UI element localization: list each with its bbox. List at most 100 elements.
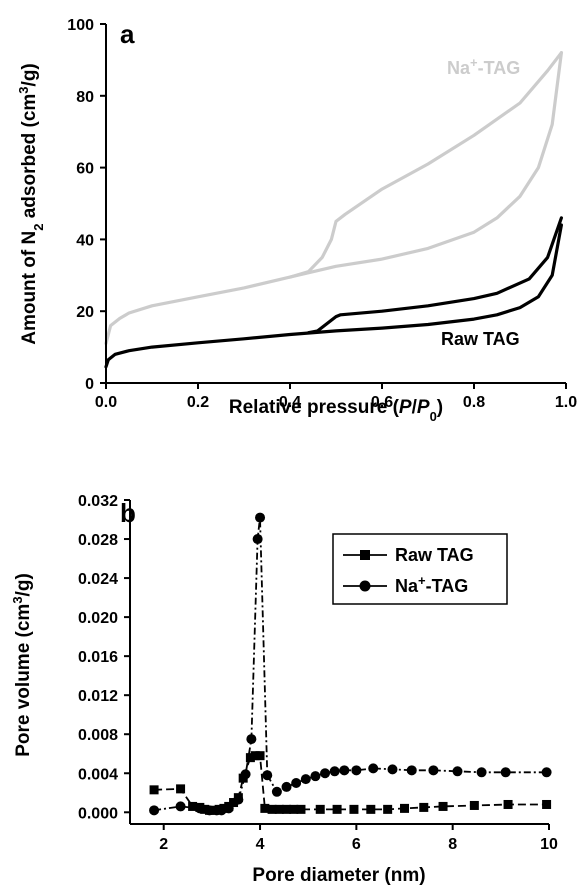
data-point-raw-tag xyxy=(267,804,277,814)
data-point-na-tag xyxy=(387,764,398,775)
isotherm-x-axis-title: Relative pressure (P/P0) xyxy=(229,397,443,424)
data-point-raw-tag xyxy=(315,804,325,814)
data-point-na-tag xyxy=(452,766,463,777)
series-line-raw-tag-desorption xyxy=(306,216,564,335)
data-point-raw-tag xyxy=(229,798,239,808)
data-point-na-tag xyxy=(476,767,487,778)
data-point-raw-tag xyxy=(188,801,198,811)
panel-label-a: a xyxy=(120,19,135,49)
series-line-na-tag-adsorption xyxy=(104,51,564,346)
data-point-na-tag xyxy=(291,778,302,789)
data-point-na-tag xyxy=(300,774,311,785)
data-point-na-tag xyxy=(262,770,273,781)
isotherm-y-axis-title: Amount of N2 adsorbed (cm3/g) xyxy=(16,63,46,345)
data-point-raw-tag xyxy=(260,803,270,813)
data-point-raw-tag xyxy=(289,804,299,814)
text-part: + xyxy=(418,573,426,588)
y-tick-label: 0.032 xyxy=(78,493,118,510)
data-point-na-tag xyxy=(271,786,282,797)
data-point-raw-tag xyxy=(503,799,513,809)
y-tick-label: 0.008 xyxy=(78,727,118,744)
x-tick-label: 6 xyxy=(352,836,361,853)
data-point-raw-tag xyxy=(383,804,393,814)
pore-y-ticks: 0.000 0.004 0.008 0.012 0.016 0.020 0.024 0.028… xyxy=(78,493,130,822)
y-tick-label: 0.016 xyxy=(78,649,118,666)
y-tick-label: 80 xyxy=(76,89,94,106)
x-tick-label: 0.8 xyxy=(463,394,485,411)
y-tick-label: 0.020 xyxy=(78,610,118,627)
data-point-na-tag xyxy=(149,805,160,816)
data-point-na-tag xyxy=(194,803,205,814)
data-point-na-tag xyxy=(541,767,552,778)
data-point-na-tag xyxy=(281,781,292,792)
text-part: Pore volume (cm xyxy=(13,604,34,757)
text-part: /g) xyxy=(19,63,40,86)
text-part: 0 xyxy=(430,409,437,424)
pore-distribution-chart: 2 4 6 8 10 0.0000.0040.0080.0120.0160.0200.0… xyxy=(10,493,559,886)
data-point-na-tag xyxy=(368,763,379,774)
y-tick-label: 20 xyxy=(76,304,94,321)
text-part: Na xyxy=(395,576,419,596)
series-label-na-tag: Na+-TAG xyxy=(447,55,520,79)
data-point-na-tag xyxy=(339,765,350,776)
text-part: /g) xyxy=(13,573,34,596)
text-part: -TAG xyxy=(478,58,521,78)
y-tick-label: 0.000 xyxy=(78,805,118,822)
data-point-raw-tag xyxy=(400,803,410,813)
data-point-na-tag xyxy=(329,766,340,777)
text-part: / xyxy=(412,397,418,418)
x-tick-label: 10 xyxy=(540,836,558,853)
legend-label-raw-tag: Raw TAG xyxy=(395,545,474,565)
data-point-raw-tag xyxy=(349,804,359,814)
text-part: P xyxy=(417,397,430,418)
y-tick-label: 0.028 xyxy=(78,532,118,549)
pore-x-ticks: 2 4 6 8 10 xyxy=(159,824,558,853)
data-point-raw-tag xyxy=(250,751,260,761)
legend-box xyxy=(332,533,508,605)
data-point-raw-tag xyxy=(245,753,255,763)
data-point-raw-tag xyxy=(296,804,306,814)
data-point-na-tag xyxy=(246,734,257,745)
data-point-raw-tag xyxy=(176,784,186,794)
pore-y-axis-title: Pore volume (cm3/g) xyxy=(10,573,35,757)
data-point-na-tag xyxy=(233,794,244,805)
legend: Raw TAG Na+-TAG xyxy=(332,533,508,605)
text-part: adsorbed (cm xyxy=(19,94,40,224)
series-line-raw-tag-adsorption xyxy=(104,223,564,369)
text-part: ) xyxy=(437,397,443,418)
y-tick-label: 60 xyxy=(76,161,94,178)
data-point-na-tag xyxy=(320,768,331,779)
text-part: Amount of N xyxy=(19,231,40,345)
panel-label-b: b xyxy=(120,498,136,528)
y-tick-label: 0.024 xyxy=(78,571,118,588)
y-tick-label: 0.012 xyxy=(78,688,118,705)
data-point-raw-tag xyxy=(469,800,479,810)
data-point-na-tag xyxy=(223,803,234,814)
x-tick-label: 0.6 xyxy=(371,394,393,411)
data-point-raw-tag xyxy=(255,751,265,761)
text-part: Relative pressure ( xyxy=(229,397,400,418)
data-point-na-tag xyxy=(500,767,511,778)
text-part: Raw TAG xyxy=(395,545,474,565)
y-tick-label: 0.004 xyxy=(78,766,118,783)
legend-marker-na-tag xyxy=(359,580,371,592)
x-tick-label: 2 xyxy=(159,836,168,853)
data-point-na-tag xyxy=(351,765,362,776)
data-point-raw-tag xyxy=(438,801,448,811)
series-label-raw-tag: Raw TAG xyxy=(441,329,520,349)
data-point-raw-tag xyxy=(274,804,284,814)
text-part: 3 xyxy=(10,596,25,603)
data-point-na-tag xyxy=(204,805,215,816)
x-tick-label: 0.2 xyxy=(187,394,209,411)
y-tick-label: 100 xyxy=(67,17,94,34)
data-point-na-tag xyxy=(428,765,439,776)
legend-marker-raw-tag xyxy=(360,550,370,560)
data-point-na-tag xyxy=(175,801,186,812)
isotherm-plot-area xyxy=(104,51,564,369)
data-point-raw-tag xyxy=(419,802,429,812)
data-point-na-tag xyxy=(240,769,251,780)
pore-x-axis-title: Pore diameter (nm) xyxy=(252,865,425,886)
y-tick-label: 40 xyxy=(76,232,94,249)
